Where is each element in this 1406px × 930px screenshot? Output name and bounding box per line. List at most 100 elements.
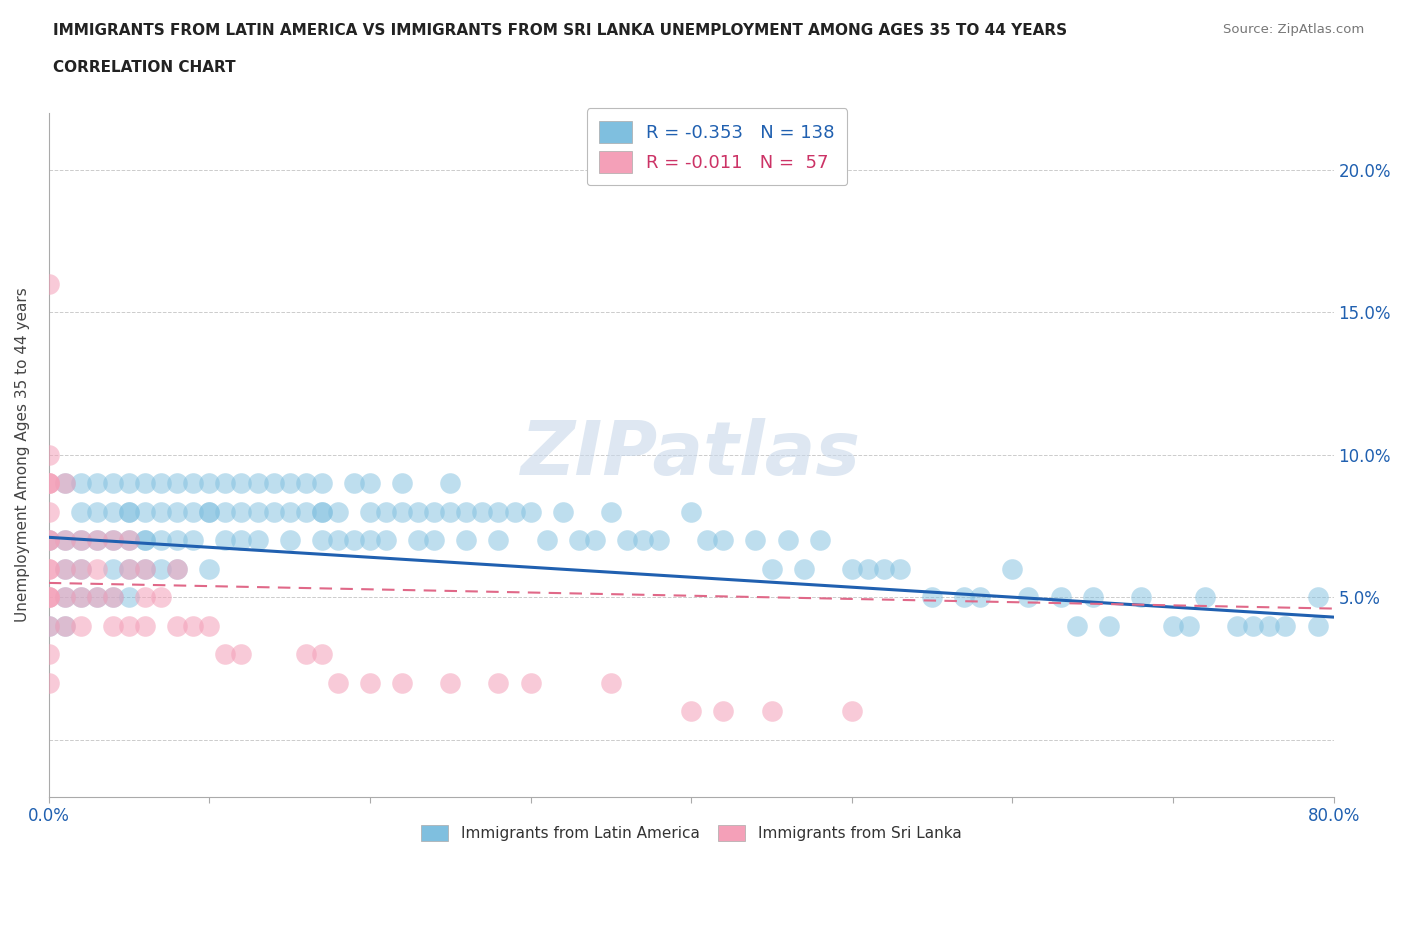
Immigrants from Latin America	[294, 476, 316, 491]
Immigrants from Latin America	[166, 504, 188, 519]
Immigrants from Sri Lanka	[38, 646, 60, 661]
Immigrants from Latin America	[423, 504, 446, 519]
Immigrants from Sri Lanka	[711, 704, 734, 719]
Immigrants from Latin America	[118, 504, 141, 519]
Immigrants from Sri Lanka	[599, 675, 621, 690]
Immigrants from Sri Lanka	[38, 533, 60, 548]
Immigrants from Latin America	[118, 504, 141, 519]
Immigrants from Latin America	[391, 504, 413, 519]
Immigrants from Sri Lanka	[53, 533, 76, 548]
Immigrants from Latin America	[1306, 590, 1329, 604]
Immigrants from Latin America	[101, 476, 124, 491]
Immigrants from Latin America	[406, 504, 429, 519]
Immigrants from Sri Lanka	[86, 590, 108, 604]
Immigrants from Latin America	[86, 590, 108, 604]
Immigrants from Sri Lanka	[134, 590, 156, 604]
Immigrants from Latin America	[70, 561, 93, 576]
Immigrants from Latin America	[134, 533, 156, 548]
Immigrants from Latin America	[1066, 618, 1088, 633]
Text: IMMIGRANTS FROM LATIN AMERICA VS IMMIGRANTS FROM SRI LANKA UNEMPLOYMENT AMONG AG: IMMIGRANTS FROM LATIN AMERICA VS IMMIGRA…	[53, 23, 1067, 38]
Immigrants from Latin America	[38, 533, 60, 548]
Immigrants from Sri Lanka	[38, 533, 60, 548]
Immigrants from Latin America	[231, 476, 253, 491]
Immigrants from Latin America	[471, 504, 494, 519]
Immigrants from Sri Lanka	[134, 561, 156, 576]
Immigrants from Latin America	[134, 533, 156, 548]
Immigrants from Sri Lanka	[214, 646, 236, 661]
Immigrants from Sri Lanka	[38, 447, 60, 462]
Immigrants from Latin America	[921, 590, 943, 604]
Immigrants from Latin America	[503, 504, 526, 519]
Immigrants from Sri Lanka	[38, 590, 60, 604]
Immigrants from Sri Lanka	[38, 476, 60, 491]
Immigrants from Latin America	[134, 504, 156, 519]
Immigrants from Latin America	[375, 504, 398, 519]
Immigrants from Latin America	[294, 504, 316, 519]
Immigrants from Sri Lanka	[326, 675, 349, 690]
Immigrants from Latin America	[101, 533, 124, 548]
Immigrants from Sri Lanka	[681, 704, 703, 719]
Immigrants from Latin America	[38, 618, 60, 633]
Immigrants from Sri Lanka	[86, 561, 108, 576]
Immigrants from Latin America	[311, 504, 333, 519]
Y-axis label: Unemployment Among Ages 35 to 44 years: Unemployment Among Ages 35 to 44 years	[15, 287, 30, 622]
Immigrants from Sri Lanka	[166, 618, 188, 633]
Immigrants from Latin America	[776, 533, 799, 548]
Immigrants from Latin America	[70, 590, 93, 604]
Immigrants from Sri Lanka	[38, 504, 60, 519]
Immigrants from Latin America	[181, 533, 204, 548]
Immigrants from Sri Lanka	[101, 590, 124, 604]
Immigrants from Latin America	[1306, 618, 1329, 633]
Immigrants from Sri Lanka	[166, 561, 188, 576]
Immigrants from Sri Lanka	[70, 590, 93, 604]
Immigrants from Latin America	[1194, 590, 1216, 604]
Immigrants from Latin America	[86, 476, 108, 491]
Immigrants from Sri Lanka	[38, 675, 60, 690]
Immigrants from Latin America	[359, 504, 381, 519]
Immigrants from Latin America	[263, 476, 285, 491]
Immigrants from Latin America	[150, 561, 173, 576]
Immigrants from Latin America	[536, 533, 558, 548]
Immigrants from Latin America	[359, 476, 381, 491]
Immigrants from Latin America	[166, 561, 188, 576]
Immigrants from Sri Lanka	[101, 533, 124, 548]
Immigrants from Latin America	[53, 533, 76, 548]
Immigrants from Latin America	[519, 504, 541, 519]
Immigrants from Latin America	[1274, 618, 1296, 633]
Immigrants from Sri Lanka	[118, 561, 141, 576]
Immigrants from Latin America	[311, 504, 333, 519]
Immigrants from Latin America	[326, 533, 349, 548]
Immigrants from Latin America	[134, 476, 156, 491]
Immigrants from Latin America	[1049, 590, 1071, 604]
Immigrants from Latin America	[744, 533, 766, 548]
Immigrants from Latin America	[150, 504, 173, 519]
Immigrants from Latin America	[375, 533, 398, 548]
Immigrants from Latin America	[150, 476, 173, 491]
Immigrants from Sri Lanka	[53, 618, 76, 633]
Immigrants from Sri Lanka	[70, 533, 93, 548]
Immigrants from Sri Lanka	[391, 675, 413, 690]
Immigrants from Latin America	[86, 533, 108, 548]
Text: CORRELATION CHART: CORRELATION CHART	[53, 60, 236, 75]
Immigrants from Latin America	[101, 590, 124, 604]
Immigrants from Latin America	[181, 504, 204, 519]
Immigrants from Sri Lanka	[519, 675, 541, 690]
Legend: Immigrants from Latin America, Immigrants from Sri Lanka: Immigrants from Latin America, Immigrant…	[415, 819, 967, 847]
Immigrants from Latin America	[953, 590, 976, 604]
Immigrants from Latin America	[101, 504, 124, 519]
Immigrants from Latin America	[86, 504, 108, 519]
Immigrants from Latin America	[969, 590, 991, 604]
Immigrants from Sri Lanka	[488, 675, 510, 690]
Immigrants from Latin America	[808, 533, 831, 548]
Immigrants from Latin America	[118, 476, 141, 491]
Immigrants from Latin America	[856, 561, 879, 576]
Immigrants from Sri Lanka	[181, 618, 204, 633]
Immigrants from Latin America	[214, 533, 236, 548]
Immigrants from Latin America	[181, 476, 204, 491]
Immigrants from Latin America	[311, 533, 333, 548]
Immigrants from Sri Lanka	[359, 675, 381, 690]
Immigrants from Latin America	[1178, 618, 1201, 633]
Immigrants from Latin America	[326, 504, 349, 519]
Immigrants from Latin America	[278, 476, 301, 491]
Immigrants from Sri Lanka	[53, 476, 76, 491]
